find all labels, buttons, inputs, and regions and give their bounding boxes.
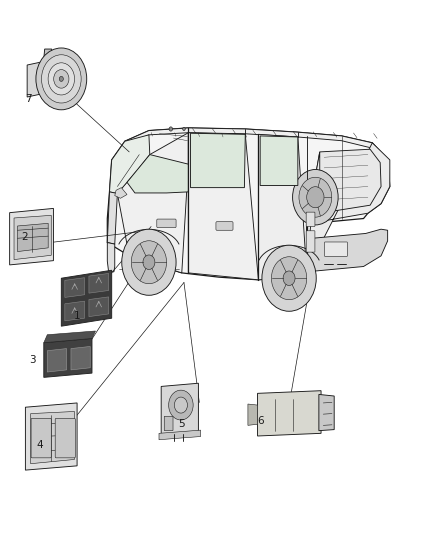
Polygon shape: [61, 270, 112, 326]
Circle shape: [169, 127, 173, 131]
Polygon shape: [65, 301, 85, 321]
Circle shape: [42, 55, 81, 103]
Circle shape: [272, 257, 307, 300]
Circle shape: [54, 70, 69, 88]
Polygon shape: [89, 297, 109, 317]
Polygon shape: [159, 430, 201, 440]
Circle shape: [262, 245, 316, 311]
Polygon shape: [307, 229, 388, 272]
FancyBboxPatch shape: [306, 231, 315, 252]
Circle shape: [48, 63, 74, 95]
Circle shape: [283, 271, 295, 286]
Text: 1: 1: [73, 311, 80, 320]
Polygon shape: [125, 128, 388, 164]
Circle shape: [122, 229, 176, 295]
Polygon shape: [117, 133, 188, 273]
Polygon shape: [44, 49, 53, 59]
Polygon shape: [307, 152, 320, 272]
FancyBboxPatch shape: [164, 416, 173, 431]
Circle shape: [293, 169, 338, 225]
Polygon shape: [65, 278, 85, 297]
Polygon shape: [188, 133, 258, 280]
FancyBboxPatch shape: [306, 212, 315, 227]
Polygon shape: [71, 346, 90, 370]
Circle shape: [183, 127, 185, 131]
Polygon shape: [89, 273, 109, 293]
Polygon shape: [161, 383, 198, 434]
Polygon shape: [248, 404, 258, 425]
Polygon shape: [25, 403, 77, 470]
Circle shape: [169, 390, 193, 420]
Polygon shape: [107, 128, 390, 280]
Polygon shape: [260, 136, 298, 185]
Polygon shape: [314, 149, 381, 213]
Circle shape: [131, 241, 166, 284]
Polygon shape: [44, 338, 92, 377]
FancyBboxPatch shape: [325, 242, 347, 256]
Polygon shape: [115, 188, 127, 198]
Polygon shape: [18, 223, 48, 252]
Text: 7: 7: [25, 94, 32, 103]
Polygon shape: [127, 155, 188, 193]
FancyBboxPatch shape: [216, 222, 233, 230]
Circle shape: [299, 177, 332, 217]
Text: 2: 2: [21, 232, 28, 242]
Circle shape: [59, 76, 64, 82]
Polygon shape: [47, 349, 67, 372]
Text: 4: 4: [36, 440, 43, 450]
Text: 5: 5: [178, 419, 185, 429]
Polygon shape: [107, 243, 115, 272]
Polygon shape: [31, 411, 74, 464]
Polygon shape: [258, 391, 321, 436]
FancyBboxPatch shape: [55, 418, 75, 458]
Polygon shape: [307, 143, 390, 272]
Text: 3: 3: [29, 355, 36, 365]
Text: 6: 6: [257, 416, 264, 426]
Polygon shape: [107, 192, 117, 244]
Polygon shape: [258, 134, 307, 280]
Circle shape: [36, 48, 87, 110]
FancyBboxPatch shape: [157, 219, 176, 228]
Circle shape: [143, 255, 155, 270]
Polygon shape: [191, 133, 245, 188]
Polygon shape: [44, 331, 95, 343]
Polygon shape: [14, 215, 51, 260]
Polygon shape: [27, 59, 57, 97]
Polygon shape: [319, 394, 334, 431]
Polygon shape: [110, 135, 150, 193]
Circle shape: [174, 397, 187, 413]
Circle shape: [307, 187, 324, 208]
Polygon shape: [10, 208, 53, 265]
FancyBboxPatch shape: [31, 418, 51, 458]
